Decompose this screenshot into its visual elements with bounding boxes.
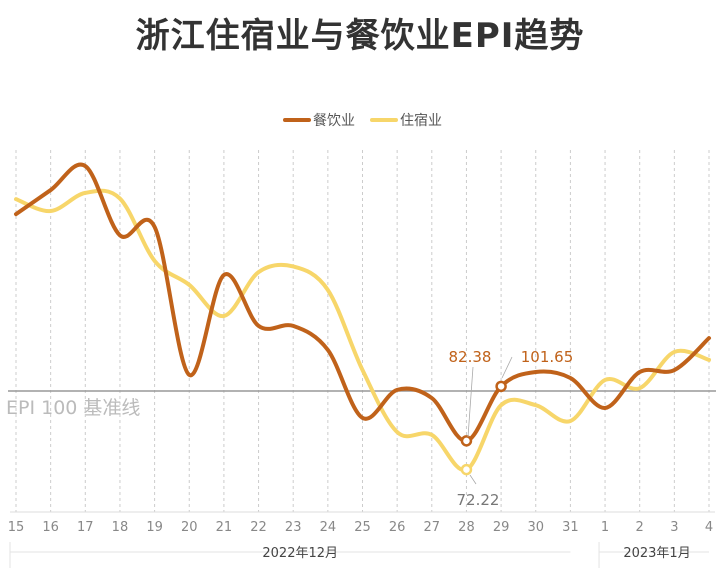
- data-label: 101.65: [521, 348, 574, 366]
- x-tick-label: 15: [8, 520, 25, 535]
- x-tick-label: 29: [493, 520, 510, 535]
- data-point-marker: [495, 380, 507, 393]
- x-tick-label: 31: [562, 520, 579, 535]
- x-tick-label: 17: [77, 520, 94, 535]
- x-tick-label: 19: [146, 520, 163, 535]
- legend-label: 餐饮业: [313, 113, 355, 129]
- month-label: 2023年1月: [623, 546, 690, 561]
- series-line-0: [14, 162, 711, 443]
- leader-line: [467, 366, 474, 438]
- x-tick-label: 20: [181, 520, 198, 535]
- x-tick-label: 24: [320, 520, 337, 535]
- series-line-1: [14, 188, 711, 472]
- data-point-marker: [460, 463, 473, 476]
- x-tick-label: 28: [458, 520, 475, 535]
- data-label: 72.22: [457, 491, 500, 509]
- x-tick-label: 23: [285, 520, 302, 535]
- x-tick-label: 30: [527, 520, 544, 535]
- x-tick-label: 18: [112, 520, 129, 535]
- data-label: 82.38: [449, 348, 492, 366]
- x-tick-label: 4: [705, 520, 713, 535]
- x-tick-label: 26: [389, 520, 406, 535]
- leader-line: [469, 474, 477, 485]
- x-tick-label: 22: [250, 520, 267, 535]
- leader-line: [501, 356, 513, 379]
- chart-title: 浙江住宿业与餐饮业EPI趋势: [135, 16, 585, 56]
- x-tick-label: 25: [354, 520, 371, 535]
- x-tick-label: 2: [636, 520, 644, 535]
- month-label: 2022年12月: [262, 546, 338, 561]
- x-tick-label: 16: [42, 520, 59, 535]
- legend-label: 住宿业: [400, 112, 442, 129]
- x-tick-label: 1: [601, 520, 609, 535]
- x-tick-label: 21: [216, 520, 233, 535]
- x-tick-label: 27: [424, 520, 441, 535]
- baseline-label: EPI 100 基准线: [6, 397, 140, 419]
- data-point-marker: [460, 435, 473, 447]
- x-tick-label: 3: [670, 520, 678, 535]
